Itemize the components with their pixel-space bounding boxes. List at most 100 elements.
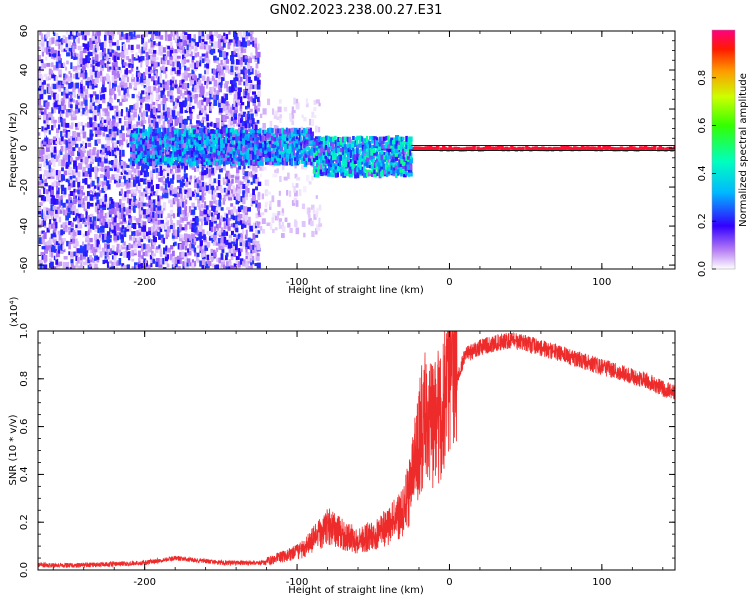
spectrogram-cell — [204, 106, 206, 111]
spectrogram-cell — [83, 234, 85, 238]
spectrogram-cell — [184, 83, 187, 90]
spectrogram-cell — [56, 186, 58, 191]
spectrogram-cell — [165, 74, 167, 78]
spectrogram-cell — [116, 66, 118, 70]
spectrogram-cell — [216, 29, 219, 36]
spectrogram-cell — [112, 36, 114, 39]
spectrogram-cell — [233, 238, 235, 242]
spectrogram-cell — [264, 167, 267, 171]
spectrogram-cell — [279, 99, 282, 104]
spectrogram-cell — [607, 146, 610, 150]
spectrogram-cell — [218, 174, 221, 179]
spectrogram-cell — [247, 92, 249, 99]
spectrogram-cell — [289, 113, 291, 119]
spectrogram-cell — [206, 63, 209, 69]
spectrogram-cell — [64, 170, 67, 175]
spectrogram-cell — [313, 208, 315, 213]
spectrogram-cell — [373, 159, 375, 162]
spectrogram-cell — [275, 227, 278, 230]
spectrogram-cell — [104, 40, 107, 47]
spectrogram-cell — [58, 101, 60, 105]
spectrogram-cell — [184, 32, 187, 35]
spectrogram-cell — [150, 193, 153, 196]
spectrogram-cell — [269, 201, 271, 207]
spectrogram-cell — [62, 244, 64, 250]
spectrogram-cell — [136, 185, 138, 191]
spectrogram-cell — [90, 94, 93, 98]
spectrogram-cell — [288, 128, 291, 132]
spectrogram-cell — [53, 120, 57, 123]
spectrogram-cell — [226, 214, 228, 218]
spectrogram-cell — [237, 146, 241, 149]
spectrogram-cell — [176, 34, 178, 39]
spectrogram-cell — [140, 61, 142, 67]
spectrogram-cell — [150, 150, 152, 154]
spectrogram-cell — [182, 35, 185, 40]
spectrogram-cell — [236, 256, 240, 260]
spectrogram-cell — [97, 31, 101, 36]
spectrogram-cell — [402, 137, 405, 140]
spectrogram-cell — [117, 46, 120, 51]
spectrogram-cell — [136, 35, 140, 38]
spectrogram-cell — [235, 244, 238, 250]
spectrogram-cell — [141, 56, 145, 61]
spectrogram-cell — [294, 110, 296, 113]
spectrogram-cell — [296, 228, 300, 235]
spectrogram-cell — [68, 244, 71, 249]
spectrogram-cell — [160, 73, 162, 79]
spectrogram-cell — [161, 153, 164, 158]
spectrogram-cell — [315, 126, 318, 133]
spectrogram-cell — [136, 67, 138, 70]
spectrogram-cell — [181, 252, 184, 258]
spectrogram-cell — [131, 250, 134, 253]
spectrogram-cell — [151, 34, 154, 40]
spectrogram-cell — [236, 240, 238, 244]
spectrogram-cell — [53, 75, 56, 79]
spectrogram-cell — [257, 108, 260, 112]
spectrogram-cell — [42, 52, 44, 57]
spectrogram-cell — [80, 51, 83, 57]
spectrogram-cell — [184, 252, 186, 256]
spectrogram-cell — [243, 41, 247, 47]
spectrogram-cell — [47, 31, 50, 37]
spectrogram-cell — [160, 35, 164, 40]
spectrogram-cell — [291, 159, 294, 166]
spectrogram-cell — [221, 253, 224, 260]
spectrogram-cell — [75, 83, 79, 89]
spectrogram-cell — [223, 177, 225, 182]
spectrogram-cell — [160, 88, 163, 91]
spectrogram-cell — [235, 82, 237, 87]
spectrogram-cell — [148, 39, 150, 42]
spectrogram-cell — [258, 182, 262, 186]
spectrogram-cell — [124, 191, 126, 197]
spectrogram-cell — [172, 251, 175, 257]
spectrogram-cell — [77, 257, 80, 264]
spectrogram-cell — [279, 114, 282, 118]
spectrogram-cell — [38, 46, 40, 49]
spectrogram-cell — [128, 255, 130, 260]
spectrogram-cell — [204, 192, 207, 195]
spectrogram-cell — [230, 66, 233, 73]
spectrogram-cell — [43, 207, 46, 212]
spectrogram-cell — [70, 157, 73, 161]
spectrogram-cell — [318, 103, 320, 106]
spectrogram-cell — [296, 103, 300, 110]
spectrogram-cell — [296, 177, 300, 180]
spectrogram-cell — [123, 176, 126, 180]
spectrogram-cell — [123, 242, 125, 246]
spectrogram-cell — [371, 140, 374, 143]
spectrogram-cell — [77, 132, 80, 136]
spectrogram-cell — [163, 95, 166, 98]
spectrogram-cell — [216, 94, 219, 100]
spectrogram-cell — [159, 151, 161, 156]
spectrogram-cell — [121, 188, 123, 194]
spectrogram-cell — [167, 167, 170, 173]
spectrogram-cell — [216, 130, 218, 134]
spectrogram-cell — [89, 203, 93, 207]
spectrogram-cell — [45, 57, 47, 61]
spectrogram-cell — [349, 137, 351, 143]
spectrogram-cell — [229, 39, 233, 42]
spectrogram-cell — [225, 94, 228, 100]
spectrogram-cell — [186, 67, 190, 70]
spectrogram-cell — [92, 97, 94, 102]
